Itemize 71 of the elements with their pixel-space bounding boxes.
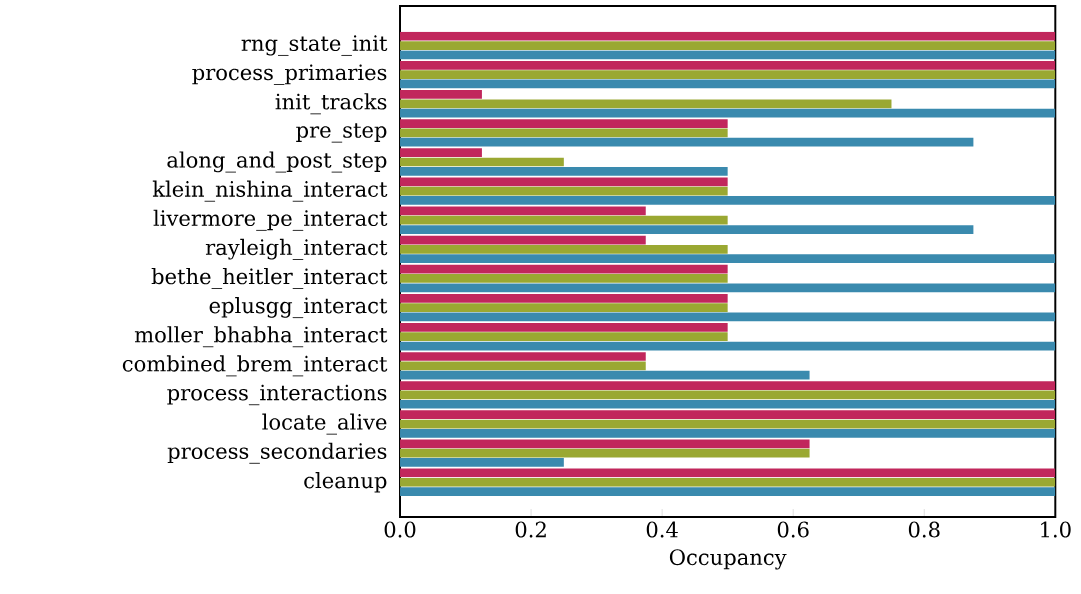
bar	[400, 186, 728, 196]
y-tick-label: along_and_post_step	[167, 151, 387, 173]
bar	[400, 352, 646, 361]
bar	[400, 264, 728, 274]
bar	[400, 254, 1056, 264]
bar	[400, 177, 728, 187]
bar	[400, 332, 728, 342]
x-tick-label: 0.2	[515, 521, 546, 538]
x-tick-label: 0.8	[908, 521, 940, 538]
bar	[400, 137, 974, 147]
bar	[400, 312, 1056, 322]
bar	[400, 244, 728, 254]
y-tick-label: init_tracks	[275, 93, 387, 115]
bar	[400, 381, 1056, 390]
bar	[400, 323, 728, 332]
x-tick-label: 0.0	[384, 521, 416, 538]
bar	[400, 293, 728, 303]
bar	[400, 50, 1056, 60]
y-tick-label: rayleigh_interact	[205, 238, 388, 260]
y-tick-label: pre_step	[296, 123, 387, 143]
y-tick-label: process_primaries	[192, 64, 387, 85]
y-tick-label: cleanup	[304, 472, 387, 493]
y-tick-label: rng_state_init	[241, 35, 388, 56]
bar	[400, 60, 1056, 70]
bar	[400, 31, 1056, 41]
y-tick-label: process_secondaries	[167, 442, 387, 464]
y-tick-label: livermore_pe_interact	[153, 209, 388, 231]
bar	[400, 390, 1056, 400]
bar	[400, 303, 728, 312]
bar	[400, 235, 646, 245]
bar	[400, 128, 728, 138]
bar	[400, 148, 482, 158]
bar	[400, 468, 1056, 478]
bar	[400, 196, 1056, 205]
bar	[400, 79, 1056, 89]
bar	[400, 225, 974, 234]
bar	[400, 206, 646, 216]
bar	[400, 361, 646, 371]
bar	[400, 458, 564, 467]
y-tick-label: locate_alive	[262, 413, 387, 435]
y-tick-label: eplusgg_interact	[209, 297, 388, 319]
bar	[400, 157, 564, 167]
bar	[400, 70, 1056, 80]
bar	[400, 341, 1056, 351]
bar	[400, 477, 1056, 487]
bar	[400, 41, 1056, 50]
y-tick-label: bethe_heitler_interact	[151, 267, 388, 289]
y-tick-label: klein_nishina_interact	[152, 180, 388, 202]
bar	[400, 399, 1056, 409]
x-axis-title: Occupancy	[669, 549, 787, 570]
bar	[400, 274, 728, 283]
bar	[400, 487, 1056, 496]
bar	[400, 419, 1056, 429]
y-tick-label: combined_brem_interact	[122, 355, 388, 377]
bar	[400, 439, 810, 449]
y-tick-label: process_interactions	[167, 384, 387, 406]
bar	[400, 119, 728, 128]
bar	[400, 429, 1056, 438]
bar	[400, 108, 1056, 118]
x-tick-label: 0.4	[646, 521, 678, 538]
x-tick-label: 1.0	[1041, 521, 1071, 538]
bar	[400, 90, 482, 99]
y-tick-label: moller_bhabha_interact	[134, 326, 388, 348]
bar	[400, 370, 810, 380]
bar	[400, 448, 810, 458]
bar	[400, 166, 728, 176]
bar	[400, 215, 728, 225]
bar	[400, 410, 1056, 420]
x-tick-label: 0.6	[777, 521, 809, 538]
bar	[400, 99, 892, 109]
bar	[400, 283, 1056, 293]
